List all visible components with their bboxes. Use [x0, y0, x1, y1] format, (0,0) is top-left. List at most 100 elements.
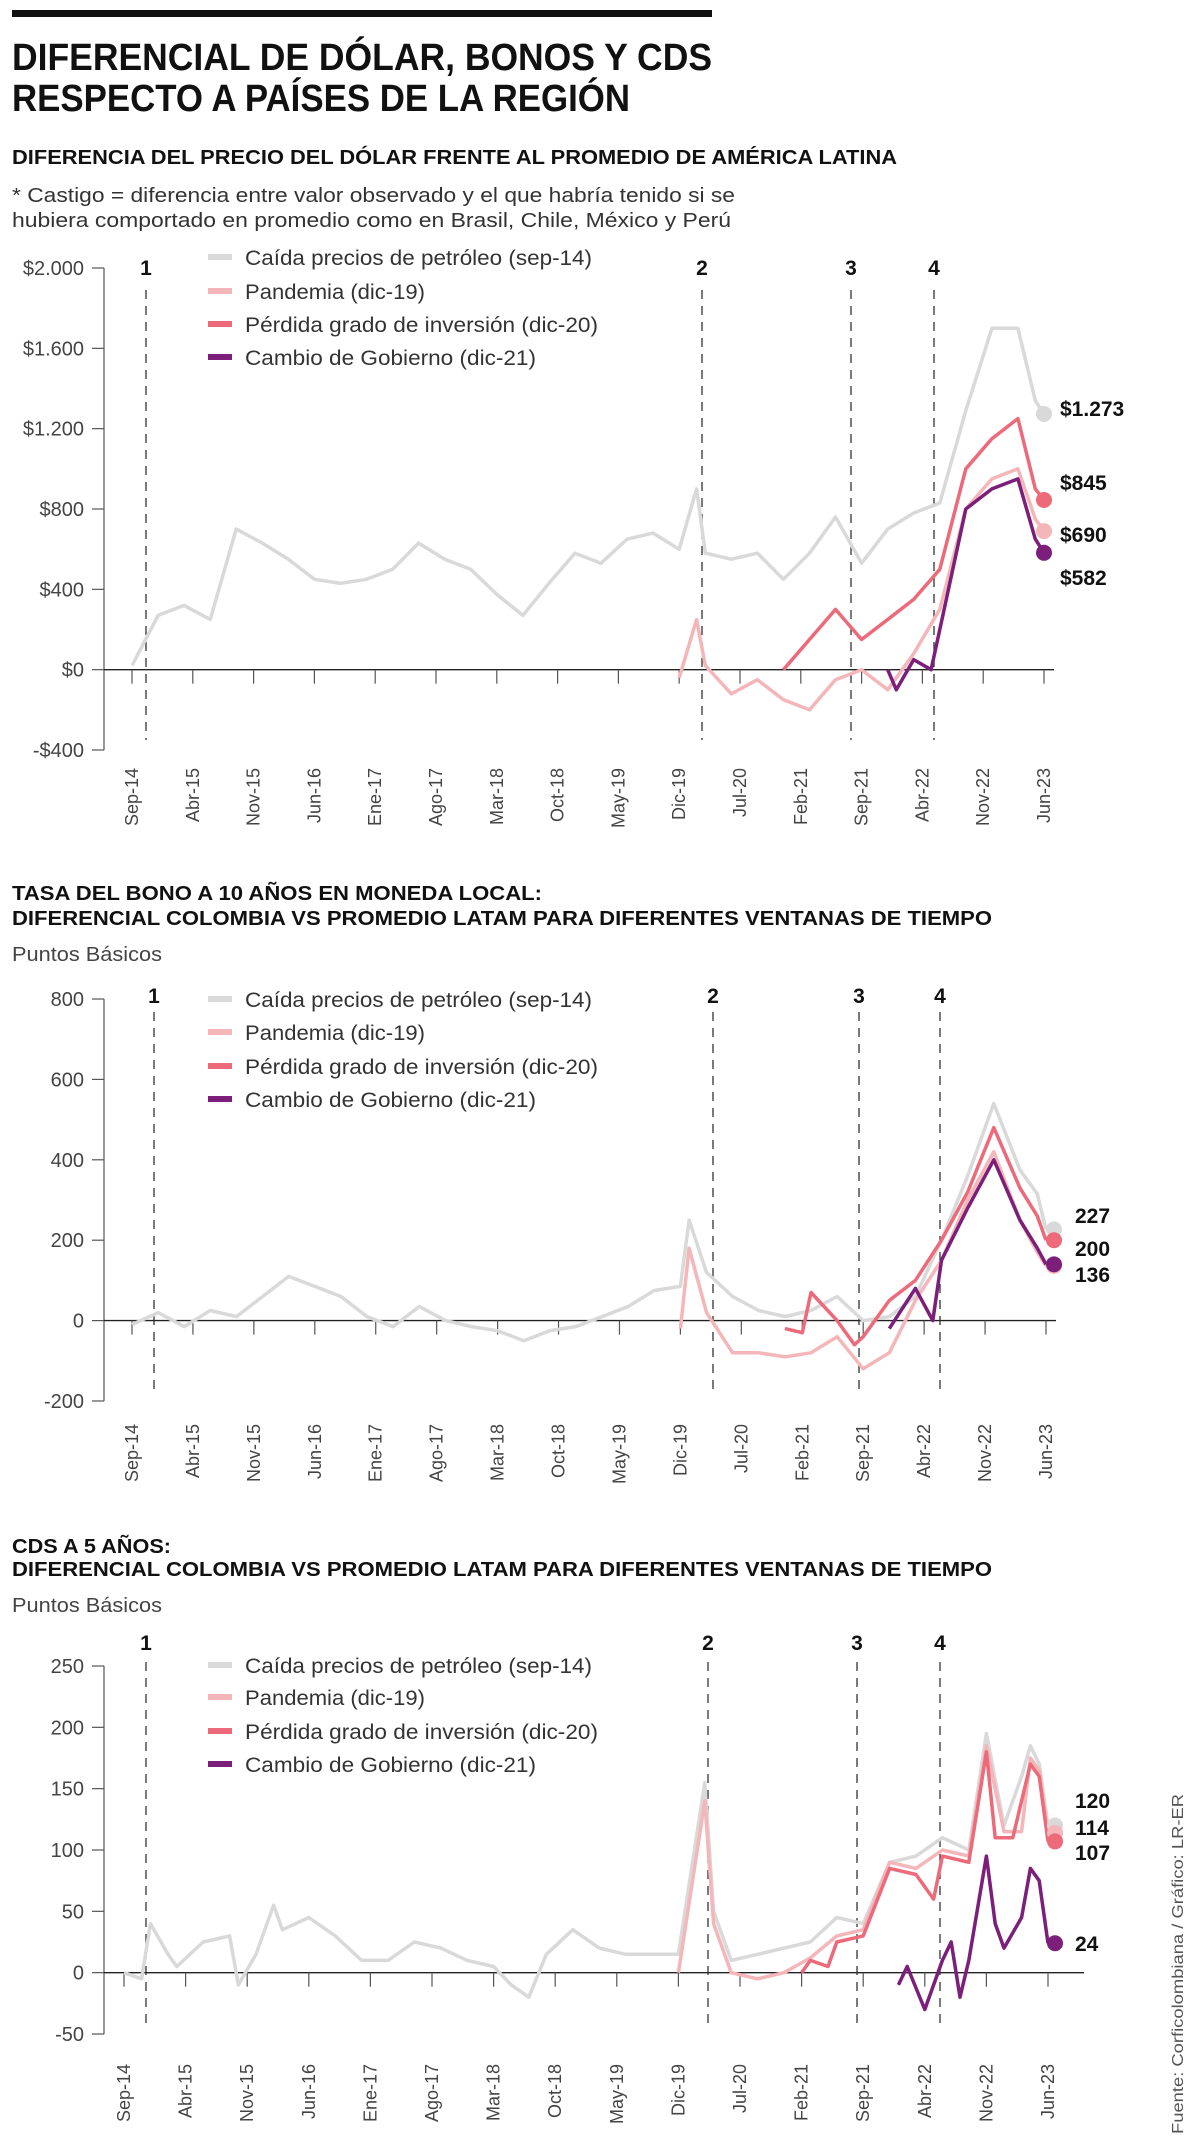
x-tick-label: Dic-19	[670, 1424, 690, 1476]
x-tick-label: Abr-22	[915, 2064, 935, 2118]
chart-2: 800 600 400 200 0 -200 Sep-14 Abr-15 Nov-15 Jun-1…	[44, 985, 1110, 1484]
event-label-4: 4	[934, 1632, 946, 1655]
main-title-line-1: DIFERENCIAL DE DÓLAR, BONOS Y CDS	[12, 35, 712, 79]
x-tick-label: Jun-16	[304, 768, 324, 823]
series-line-pandemia	[678, 1150, 1048, 1371]
x-tick-label: Feb-21	[791, 768, 811, 825]
chart-3: 250 200 150 100 50 0 -50 Sep-14 Abr-15 Nov-15 Jun-…	[51, 1632, 1110, 2124]
event-label-1: 1	[140, 1632, 152, 1655]
legend-label: Caída precios de petróleo (sep-14)	[245, 989, 592, 1012]
end-value-label: 24	[1075, 1933, 1099, 1956]
x-tick-label: Nov-15	[244, 1424, 264, 1482]
end-dot-gobierno	[1047, 1935, 1063, 1952]
x-tick-label: Oct-18	[548, 768, 568, 822]
x-tick-label: Mar-18	[487, 768, 507, 825]
chart3-title: CDS A 5 AÑOS:	[12, 1535, 171, 1558]
x-tick-label: Abr-22	[912, 768, 932, 822]
x-tick-label: Nov-15	[237, 2064, 257, 2122]
event-label-4: 4	[928, 257, 940, 280]
chart-1: $2.000 $1.600 $1.200 $800 $400 $0 -$400 Sep-14 A…	[23, 247, 1124, 828]
chart2-unit-label: Puntos Básicos	[12, 944, 162, 966]
x-tick-label: Dic-19	[669, 768, 689, 820]
event-label-3: 3	[845, 257, 857, 280]
event-label-2: 2	[702, 1632, 714, 1655]
x-tick-label: Feb-21	[792, 1424, 812, 1481]
x-tick-label: Abr-15	[183, 768, 203, 822]
x-tick-label: Sep-14	[122, 768, 142, 826]
chart2-title: TASA DEL BONO A 10 AÑOS EN MONEDA LOCAL:	[12, 882, 542, 905]
x-tick-label: Ago-17	[422, 2064, 442, 2122]
y-tick-label: 200	[51, 1717, 84, 1739]
event-label-2: 2	[696, 257, 708, 280]
chart1-title: DIFERENCIA DEL PRECIO DEL DÓLAR FRENTE A…	[12, 145, 897, 169]
series-line-pandemia	[677, 467, 1046, 712]
x-tick-label: May-19	[609, 1424, 629, 1484]
legend-label: Pandemia (dic-19)	[245, 1687, 425, 1710]
legend-label: Caída precios de petróleo (sep-14)	[245, 247, 592, 270]
end-value-label: $1.273	[1060, 398, 1124, 421]
chart1-note-line-2: hubiera comportado en promedio como en B…	[12, 210, 731, 232]
event-label-4: 4	[934, 985, 946, 1008]
source-credit: Fuente: Corficolombiana / Gráfico: LR-ER	[1170, 1794, 1187, 2134]
end-value-label: 107	[1075, 1842, 1110, 1865]
y-tick-label: 200	[51, 1230, 84, 1252]
chart1-note-line-1: * Castigo = diferencia entre valor obser…	[12, 185, 735, 207]
x-tick-label: Abr-15	[176, 2064, 196, 2118]
x-tick-label: Ene-17	[365, 768, 385, 826]
series-line-gobierno	[887, 1158, 1048, 1330]
series-line-inversion	[800, 1750, 1050, 1974]
end-dot-inversion	[1036, 491, 1052, 508]
series-line-petroleo	[123, 1731, 1050, 1999]
end-dot-inversion	[1046, 1232, 1062, 1249]
y-tick-label: -50	[55, 2024, 84, 2046]
x-tick-label: Sep-14	[122, 1424, 142, 1482]
chart3-unit-label: Puntos Básicos	[12, 1595, 162, 1617]
event-label-1: 1	[140, 257, 152, 280]
x-tick-label: Ene-17	[360, 2064, 380, 2122]
series-line-petroleo	[130, 326, 1046, 667]
x-tick-label: Jun-23	[1038, 2064, 1058, 2119]
y-tick-label: 0	[73, 1963, 84, 1985]
y-tick-label: -200	[44, 1391, 84, 1413]
legend-label: Cambio de Gobierno (dic-21)	[245, 347, 536, 370]
series-line-inversion	[782, 416, 1046, 671]
x-tick-label: Mar-18	[488, 1424, 508, 1481]
x-tick-label: Abr-15	[183, 1424, 203, 1478]
legend-label: Cambio de Gobierno (dic-21)	[245, 1754, 536, 1777]
end-value-label: 114	[1075, 1817, 1109, 1840]
legend-label: Pérdida grado de inversión (dic-20)	[245, 1056, 598, 1079]
x-tick-label: Nov-22	[976, 2064, 996, 2122]
x-tick-label: Nov-22	[973, 768, 993, 826]
top-rule	[12, 10, 712, 17]
x-tick-label: Oct-18	[545, 2064, 565, 2118]
legend-label: Caída precios de petróleo (sep-14)	[245, 1655, 592, 1678]
series-line-petroleo	[131, 1101, 1048, 1343]
x-tick-label: Abr-22	[914, 1424, 934, 1478]
x-tick-label: Jun-16	[299, 2064, 319, 2119]
legend-label: Pandemia (dic-19)	[245, 1022, 425, 1045]
x-tick-label: Jul-20	[731, 1424, 751, 1473]
legend-label: Cambio de Gobierno (dic-21)	[245, 1089, 536, 1112]
y-tick-label: $0	[62, 660, 84, 682]
x-tick-label: Feb-21	[792, 2064, 812, 2121]
event-label-3: 3	[851, 1632, 863, 1655]
y-tick-label: $1.600	[23, 338, 84, 360]
x-tick-label: Sep-14	[114, 2064, 134, 2122]
x-tick-label: Mar-18	[484, 2064, 504, 2121]
event-label-1: 1	[148, 985, 160, 1008]
y-tick-label: 100	[51, 1840, 84, 1862]
x-tick-label: Sep-21	[852, 768, 872, 826]
x-tick-label: Ene-17	[366, 1424, 386, 1482]
charts-layer: $2.000 $1.600 $1.200 $800 $400 $0 -$400 Sep-14 A…	[23, 247, 1124, 2124]
legend-label: Pérdida grado de inversión (dic-20)	[245, 1721, 598, 1744]
end-value-label: 200	[1075, 1238, 1110, 1261]
y-tick-label: 400	[51, 1150, 84, 1172]
event-label-2: 2	[707, 985, 719, 1008]
x-tick-label: Oct-18	[549, 1424, 569, 1478]
end-dot-inversion	[1047, 1833, 1063, 1850]
y-tick-label: $800	[40, 499, 85, 521]
event-label-3: 3	[853, 985, 865, 1008]
y-tick-label: 600	[51, 1069, 84, 1091]
end-value-label: $582	[1060, 567, 1107, 590]
x-tick-label: Jun-23	[1034, 768, 1054, 823]
